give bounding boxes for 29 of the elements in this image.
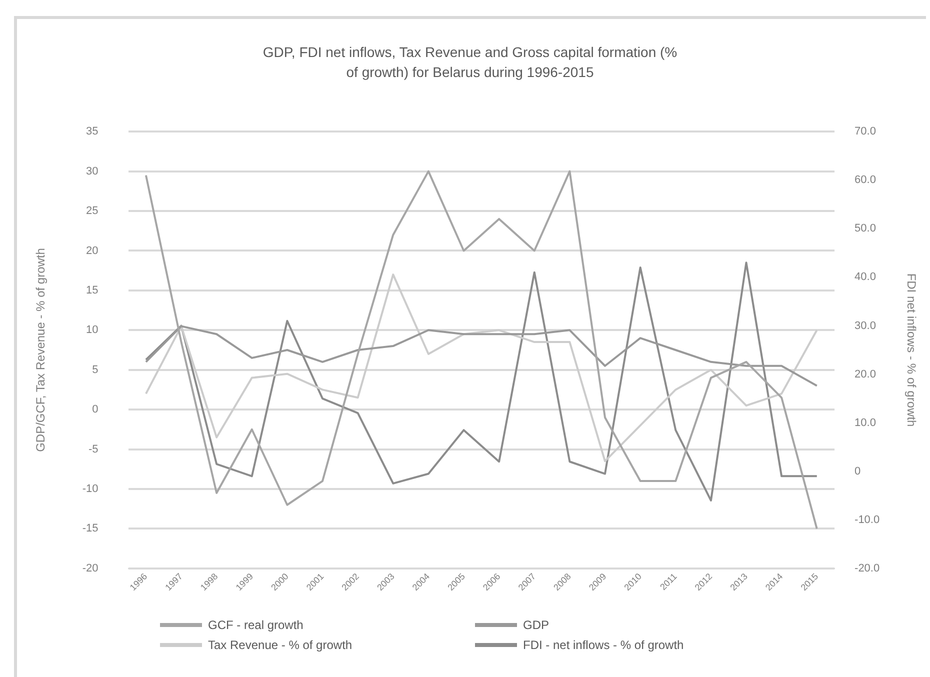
y2-tick-label: 70.0 xyxy=(854,126,876,138)
y-tick-label: -10 xyxy=(82,483,98,496)
y2-tick-label: 60.0 xyxy=(854,174,876,186)
chart-title: GDP, FDI net inflows, Tax Revenue and Gross capital formation (% of growth) for Belarus during 1996-2015 xyxy=(262,43,678,82)
y-tick-label: 25 xyxy=(86,205,98,218)
y2-tick-label: 10.0 xyxy=(854,416,876,429)
y2-tick-label: -10.0 xyxy=(854,514,880,526)
y-axis-title: GDP/GCF, Tax Revenue - % of growth xyxy=(34,248,48,452)
y-tick-label: 30 xyxy=(86,165,98,178)
y-tick-label: 5 xyxy=(92,364,98,376)
y-tick-label: -5 xyxy=(88,443,98,456)
y-tick-label: 0 xyxy=(92,404,98,416)
y-tick-label: -20 xyxy=(82,562,98,574)
y2-tick-label: 20.0 xyxy=(854,368,876,380)
y-tick-label: -15 xyxy=(82,522,98,535)
y-tick-label: 35 xyxy=(86,126,98,138)
legend-label: GCF - real growth xyxy=(208,618,304,632)
y2-tick-label: 50.0 xyxy=(854,222,876,235)
y-tick-label: 15 xyxy=(86,284,98,296)
y2-tick-label: -20.0 xyxy=(854,562,880,574)
y2-axis-title: FDI net inflows - % of growth xyxy=(904,273,918,427)
y-tick-label: 10 xyxy=(86,324,98,336)
legend-label: Tax Revenue - % of growth xyxy=(208,638,352,652)
y2-tick-label: 40.0 xyxy=(854,271,876,284)
y-tick-label: 20 xyxy=(86,244,98,257)
y2-tick-label: 30.0 xyxy=(854,320,876,332)
y2-tick-label: 0 xyxy=(854,465,861,478)
legend-label: FDI - net inflows - % of growth xyxy=(523,638,684,652)
legend-label: GDP xyxy=(523,618,550,632)
